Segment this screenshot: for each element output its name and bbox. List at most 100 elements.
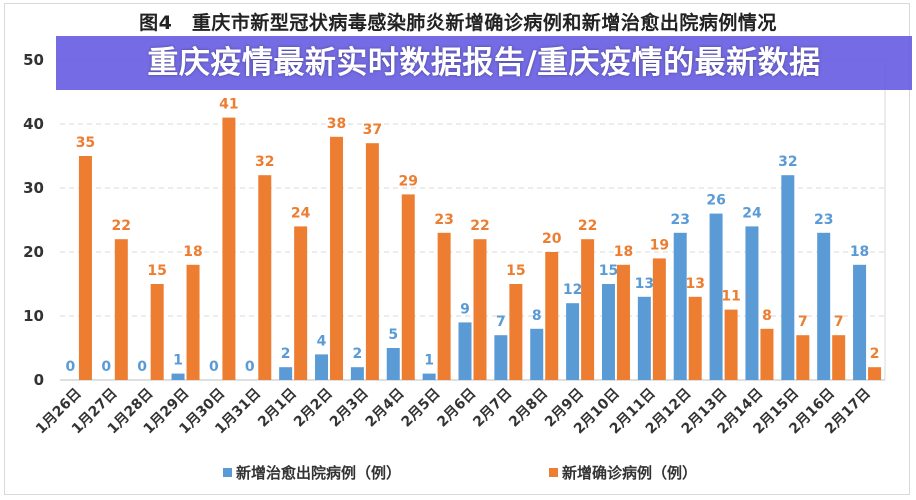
data-label: 18 xyxy=(850,244,869,260)
data-label: 23 xyxy=(670,212,689,228)
bar-recovered xyxy=(637,296,651,380)
bar-recovered xyxy=(745,226,759,380)
bar-recovered xyxy=(817,232,831,380)
data-label: 0 xyxy=(137,359,147,375)
y-tick-label: 50 xyxy=(23,51,44,69)
banner-text: 重庆疫情最新实时数据报告/重庆疫情的最新数据 xyxy=(147,45,821,81)
data-label: 12 xyxy=(563,282,582,298)
bar-recovered xyxy=(781,175,795,380)
bar-confirmed xyxy=(330,136,344,380)
data-label: 24 xyxy=(742,205,762,221)
bar-confirmed xyxy=(186,264,200,380)
bar-confirmed xyxy=(832,335,846,380)
data-label: 20 xyxy=(542,231,562,247)
data-label: 1 xyxy=(424,353,434,369)
data-label: 15 xyxy=(599,263,618,279)
data-label: 18 xyxy=(614,244,633,260)
chart-title: 图4 重庆市新型冠状病毒感染肺炎新增确诊病例和新增治愈出院病例情况 xyxy=(139,12,777,34)
data-label: 23 xyxy=(434,212,453,228)
y-tick-label: 20 xyxy=(23,243,44,261)
bar-recovered xyxy=(601,284,615,380)
data-label: 8 xyxy=(532,308,542,324)
data-label: 15 xyxy=(506,263,525,279)
data-label: 15 xyxy=(147,263,166,279)
bar-recovered xyxy=(530,328,544,380)
x-tick-label: 2月6日 xyxy=(434,386,479,431)
data-label: 23 xyxy=(814,212,833,228)
data-label: 2 xyxy=(353,346,363,362)
x-tick-label: 2月4日 xyxy=(363,386,408,431)
bar-recovered xyxy=(853,264,867,380)
data-label: 0 xyxy=(209,359,219,375)
bar-confirmed xyxy=(545,252,559,380)
bar-confirmed xyxy=(294,226,308,380)
bar-confirmed xyxy=(401,194,415,380)
bar-confirmed xyxy=(616,264,630,380)
data-label: 32 xyxy=(778,154,797,170)
bar-confirmed xyxy=(509,284,523,380)
data-label: 7 xyxy=(834,314,844,330)
data-label: 26 xyxy=(706,193,725,209)
x-tick-label: 2月1日 xyxy=(255,386,300,431)
legend-swatch-recovered xyxy=(223,468,232,477)
legend-swatch-confirmed xyxy=(549,468,558,477)
bar-confirmed xyxy=(78,156,92,380)
bar-confirmed xyxy=(150,284,164,380)
data-label: 24 xyxy=(291,205,311,221)
data-label: 13 xyxy=(635,276,654,292)
data-label: 2 xyxy=(870,346,880,362)
bar-recovered xyxy=(386,348,400,380)
data-label: 2 xyxy=(281,346,291,362)
bar-confirmed xyxy=(796,335,810,380)
bar-confirmed xyxy=(258,175,272,380)
data-label: 29 xyxy=(399,173,418,189)
data-label: 13 xyxy=(685,276,704,292)
bar-recovered xyxy=(458,322,472,380)
data-label: 5 xyxy=(388,327,398,343)
bar-confirmed xyxy=(365,143,379,380)
bar-confirmed xyxy=(760,328,774,380)
x-tick-label: 2月7日 xyxy=(470,386,515,431)
bar-recovered xyxy=(171,373,185,380)
bar-recovered xyxy=(673,232,687,380)
data-label: 38 xyxy=(327,116,346,132)
x-tick-label: 2月8日 xyxy=(506,386,551,431)
data-label: 22 xyxy=(112,218,131,234)
data-label: 19 xyxy=(650,237,669,253)
data-label: 11 xyxy=(721,289,740,305)
data-label: 1 xyxy=(173,353,183,369)
bar-recovered xyxy=(315,354,329,380)
bar-confirmed xyxy=(724,309,738,380)
data-label: 22 xyxy=(578,218,597,234)
bar-confirmed xyxy=(222,117,236,380)
overlay-banner: 重庆疫情最新实时数据报告/重庆疫情的最新数据 xyxy=(56,36,912,90)
data-label: 0 xyxy=(101,359,111,375)
data-label: 8 xyxy=(762,308,772,324)
bar-recovered xyxy=(566,303,580,380)
chart-frame xyxy=(4,3,910,495)
y-tick-label: 10 xyxy=(23,307,44,325)
bar-confirmed xyxy=(652,258,666,380)
data-label: 35 xyxy=(76,135,95,151)
data-label: 0 xyxy=(66,359,76,375)
bar-recovered xyxy=(422,373,436,380)
bar-confirmed xyxy=(581,239,595,380)
legend-label-recovered: 新增治愈出院病例（例） xyxy=(236,464,402,482)
bar-confirmed xyxy=(868,367,882,380)
bar-recovered xyxy=(279,367,293,380)
data-label: 18 xyxy=(183,244,202,260)
y-tick-label: 0 xyxy=(34,371,44,389)
legend-item-recovered: 新增治愈出院病例（例） xyxy=(223,462,401,483)
bar-confirmed xyxy=(688,296,702,380)
bar-recovered xyxy=(350,367,364,380)
y-tick-label: 40 xyxy=(23,115,44,133)
data-label: 41 xyxy=(219,97,238,113)
x-tick-label: 2月3日 xyxy=(327,386,372,431)
data-label: 32 xyxy=(255,154,274,170)
bar-recovered xyxy=(494,335,508,380)
x-tick-label: 2月5日 xyxy=(399,386,444,431)
bar-confirmed xyxy=(114,239,128,380)
legend-item-confirmed: 新增确诊病例（例） xyxy=(549,462,697,483)
data-label: 9 xyxy=(460,301,470,317)
